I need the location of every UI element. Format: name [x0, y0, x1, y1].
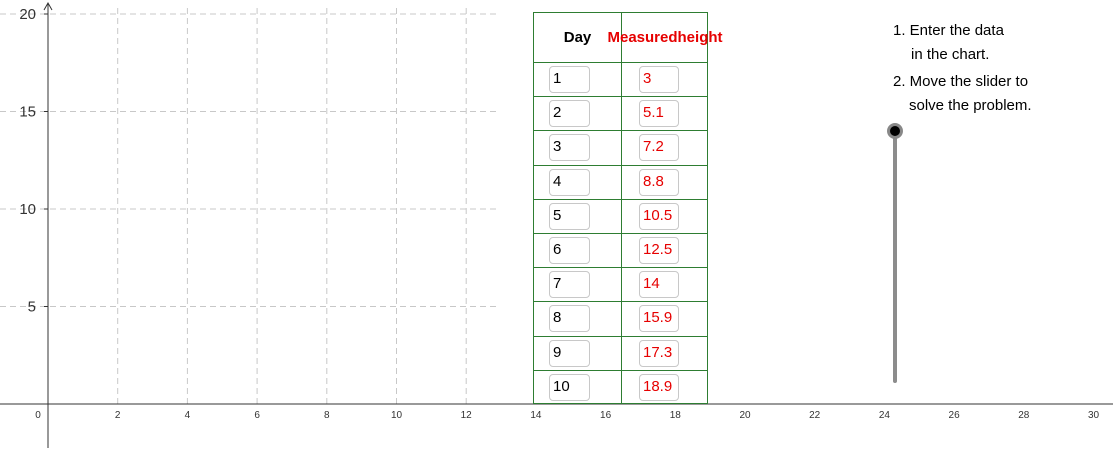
header-measured-height-line2: height [677, 28, 723, 46]
x-tick-label: 20 [739, 410, 751, 421]
measured-height-input-field[interactable]: 5.1 [639, 100, 679, 128]
x-tick-label: 26 [949, 410, 961, 421]
data-table: Day Measured height 1 3 2 5.1 3 7.2 4 8.8 5 10.5 6… [533, 12, 723, 404]
y-tick-label: 15 [19, 104, 36, 121]
x-tick-label: 12 [461, 410, 473, 421]
day-input-field[interactable]: 4 [549, 168, 590, 196]
table-row: 5 10.5 [534, 199, 707, 233]
table-row: 8 15.9 [534, 301, 707, 335]
day-input-field[interactable]: 7 [549, 271, 590, 299]
measured-height-input-field[interactable]: 12.5 [639, 237, 679, 264]
day-input-field[interactable]: 9 [549, 339, 590, 367]
measured-height-input-field[interactable]: 3 [639, 66, 679, 93]
x-tick-label: 22 [809, 410, 821, 421]
table-row-divider [534, 96, 707, 98]
table-row-divider [534, 198, 707, 200]
table-row-divider [534, 301, 707, 303]
table-row-divider [534, 369, 707, 371]
slider-track[interactable] [893, 131, 897, 383]
table-row: 10 18.9 [534, 370, 707, 404]
x-tick-label: 2 [115, 410, 121, 421]
table-row: 7 14 [534, 267, 707, 301]
measured-height-input-field[interactable]: 17.3 [639, 339, 679, 367]
y-tick-label: 5 [28, 299, 36, 316]
x-tick-label: 18 [670, 410, 682, 421]
day-input-field[interactable]: 10 [549, 373, 590, 401]
instruction-step1-line2: in the chart. [911, 46, 990, 63]
x-tick-label: 16 [600, 410, 612, 421]
measured-height-input-field[interactable]: 15.9 [639, 305, 679, 333]
x-tick-label: 30 [1088, 410, 1100, 421]
x-tick-label: 0 [35, 410, 41, 421]
instruction-step2-line1: 2. Move the slider to [893, 73, 1029, 90]
measured-height-input-field[interactable]: 8.8 [639, 168, 679, 196]
x-tick-label: 4 [185, 410, 191, 421]
x-tick-label: 6 [254, 410, 260, 421]
day-input-field[interactable]: 1 [549, 66, 590, 93]
instruction-step1-line1: 1. Enter the data [893, 22, 1004, 39]
table-row: 3 7.2 [534, 130, 707, 164]
y-tick-label: 10 [19, 201, 36, 218]
y-tick-label: 20 [19, 6, 36, 23]
measured-height-input-field[interactable]: 14 [639, 271, 679, 299]
table-row-divider [534, 335, 707, 337]
measured-height-input-field[interactable]: 10.5 [639, 202, 679, 230]
table-row: 9 17.3 [534, 336, 707, 370]
header-measured-height-line1: Measured [607, 28, 678, 46]
table-row-divider [534, 164, 707, 166]
header-day: Day [563, 28, 592, 46]
day-input-field[interactable]: 5 [549, 202, 590, 230]
slider-handle[interactable] [887, 123, 903, 139]
table-column-divider [621, 13, 622, 403]
x-tick-label: 14 [530, 410, 542, 421]
table-row-divider [534, 130, 707, 132]
day-input-field[interactable]: 8 [549, 305, 590, 333]
table-row: 2 5.1 [534, 96, 707, 130]
x-tick-label: 24 [879, 410, 891, 421]
day-input-field[interactable]: 3 [549, 134, 590, 162]
table-row-divider [534, 62, 707, 63]
table-row-divider [534, 233, 707, 234]
day-input-field[interactable]: 2 [549, 100, 590, 128]
x-tick-label: 10 [391, 410, 403, 421]
table-row: 4 8.8 [534, 165, 707, 199]
y-axis-arrow-icon [43, 1, 53, 11]
table-row-divider [534, 267, 707, 269]
measured-height-input-field[interactable]: 18.9 [639, 373, 679, 401]
measured-height-input-field[interactable]: 7.2 [639, 134, 679, 162]
header-measured-height: Measured height [607, 13, 722, 62]
day-input-field[interactable]: 6 [549, 237, 590, 264]
table-row: 6 12.5 [534, 233, 707, 267]
instruction-step2-line2: solve the problem. [909, 97, 1032, 114]
x-tick-label: 8 [324, 410, 330, 421]
x-tick-label: 28 [1018, 410, 1030, 421]
